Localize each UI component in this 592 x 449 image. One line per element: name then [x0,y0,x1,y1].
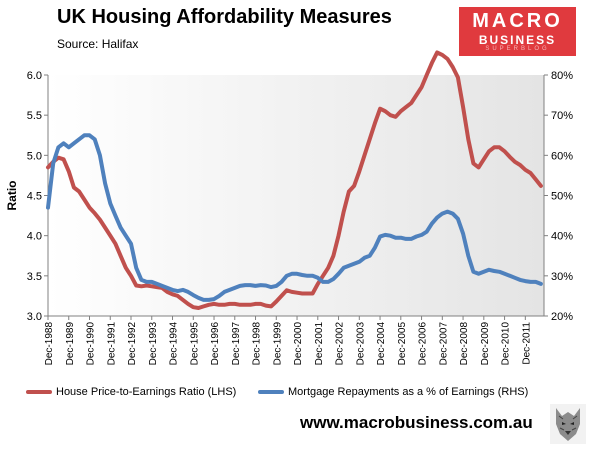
x-tick-label: Dec-1991 [106,322,117,366]
y-right-tick-label: 70% [551,110,573,122]
y-right-tick-label: 50% [551,191,573,203]
x-tick-label: Dec-2011 [521,322,532,365]
y-right-tick-label: 80% [551,70,573,82]
y-left-tick-label: 3.0 [27,311,42,323]
y-left-tick-label: 5.0 [27,150,42,162]
y-left-tick-label: 5.5 [27,110,42,122]
x-tick-label: Dec-1998 [252,322,263,366]
legend-label-house-price: House Price-to-Earnings Ratio (LHS) [56,386,237,398]
logo-line-1: MACRO [472,10,563,32]
y-right-tick-label: 30% [551,271,573,283]
x-tick-label: Dec-1989 [65,322,76,366]
chart-source: Source: Halifax [57,37,139,51]
x-tick-label: Dec-1988 [44,322,55,366]
y-axis-label: Ratio [5,181,19,211]
x-tick-label: Dec-1994 [169,322,180,366]
x-tick-label: Dec-2001 [314,322,325,366]
legend-label-mortgage: Mortgage Repayments as a % of Earnings (… [288,386,529,398]
macro-business-logo: MACRO BUSINESS SUPERBLOG [459,7,576,56]
logo-line-2: BUSINESS [478,33,557,47]
legend-item-mortgage: Mortgage Repayments as a % of Earnings (… [258,386,528,398]
x-tick-label: Dec-2005 [397,322,408,366]
x-tick-label: Dec-1995 [189,322,200,366]
website-link[interactable]: www.macrobusiness.com.au [300,413,533,432]
x-tick-label: Dec-2009 [480,322,491,366]
x-tick-label: Dec-1999 [272,322,283,366]
y-left-tick-label: 4.5 [27,191,42,203]
wolf-logo-icon [550,404,586,444]
x-tick-label: Dec-2008 [459,322,470,366]
x-tick-label: Dec-2002 [335,322,346,366]
x-tick-label: Dec-1992 [127,322,138,366]
series-line-mortgage [46,133,543,302]
x-tick-label: Dec-1996 [210,322,221,366]
y-right-tick-label: 40% [551,231,573,243]
x-tick-label: Dec-1993 [148,322,159,366]
x-tick-label: Dec-2003 [355,322,366,366]
chart-title: UK Housing Affordability Measures [57,6,392,28]
y-left-tick-label: 3.5 [27,271,42,283]
legend-swatch-blue [258,390,284,395]
y-right-tick-label: 60% [551,150,573,162]
x-tick-label: Dec-2010 [501,322,512,366]
legend-swatch-red [26,390,52,395]
x-tick-label: Dec-2004 [376,322,387,366]
logo-line-3: SUPERBLOG [485,46,550,52]
y-left-tick-label: 6.0 [27,70,42,82]
x-tick-label: Dec-2006 [418,322,429,366]
y-right-tick-label: 20% [551,311,573,323]
plot-area [48,75,544,316]
x-tick-label: Dec-2007 [438,322,449,366]
x-tick-label: Dec-1997 [231,322,242,366]
legend-item-house-price: House Price-to-Earnings Ratio (LHS) [26,386,236,398]
y-left-tick-label: 4.0 [27,231,42,243]
series-line-house-price [46,50,543,310]
x-tick-label: Dec-2000 [293,322,304,366]
x-tick-label: Dec-1990 [86,322,97,366]
